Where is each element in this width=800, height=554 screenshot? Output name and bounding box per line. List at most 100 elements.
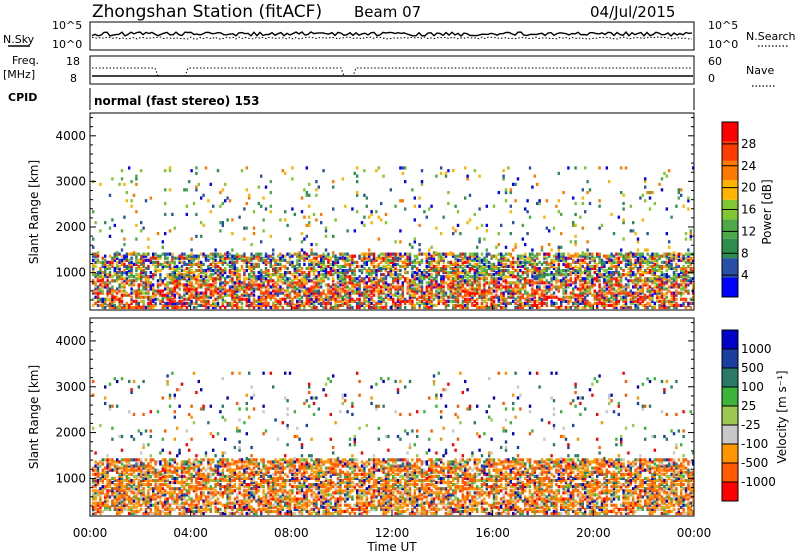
data-cell [653,305,656,310]
data-cell [536,275,539,279]
data-cell [485,223,488,228]
data-cell [276,277,280,281]
data-cell [636,287,640,291]
data-cell [492,268,496,273]
data-cell [627,258,630,262]
data-cell [142,262,145,266]
data-cell [358,279,361,283]
data-cell [488,297,491,301]
data-cell [372,266,376,271]
data-cell [377,301,380,305]
data-cell [284,266,287,271]
data-cell [646,271,649,275]
data-cell [495,281,498,285]
data-cell [644,281,647,285]
data-cell [444,264,448,269]
data-cell [636,283,640,287]
data-cell [113,256,116,260]
data-cell [207,199,210,203]
data-cell [380,295,383,299]
data-cell [92,509,95,514]
data-cell [248,299,251,303]
data-cell [627,256,630,260]
data-cell [96,254,100,258]
data-cell [591,285,594,289]
data-cell [166,252,169,256]
data-cell [447,273,450,277]
data-cell [260,305,263,310]
data-cell [377,268,380,273]
data-cell [240,287,244,291]
data-cell [651,289,654,293]
data-cell [468,287,472,291]
data-cell [579,275,582,279]
data-cell [639,289,642,293]
data-cell [344,204,347,208]
data-cell [521,277,524,281]
data-cell [111,291,114,295]
data-cell [128,252,131,256]
data-cell [634,275,637,279]
data-cell [180,268,184,273]
data-cell [497,266,500,271]
data-cell [310,287,313,291]
data-cell [219,281,222,285]
data-cell [137,289,140,293]
data-cell [200,285,203,289]
data-cell [279,279,282,283]
data-cell [140,266,143,271]
data-cell [639,273,642,277]
data-cell [526,268,529,273]
data-cell [411,273,414,277]
data-cell [106,507,109,511]
data-cell [176,277,179,281]
data-cell [368,301,371,305]
data-cell [346,305,349,310]
data-cell [413,240,416,244]
data-cell [159,279,162,283]
data-cell [653,201,656,206]
data-cell [557,266,560,271]
data-cell [310,262,313,266]
data-cell [680,266,683,271]
data-cell [540,281,544,285]
data-cell [288,277,292,281]
data-cell [406,262,409,266]
data-cell [209,277,212,281]
data-cell [663,293,666,297]
data-cell [600,287,604,291]
data-cell [444,268,448,273]
data-cell [656,277,659,281]
data-cell [279,256,282,260]
data-cell [377,281,380,285]
data-cell [245,277,248,281]
data-cell [300,248,304,252]
data-cell [380,289,383,293]
data-cell [430,266,433,271]
data-cell [120,483,124,487]
data-cell [483,289,486,293]
data-cell [356,305,359,310]
data-cell [473,289,476,293]
data-cell [384,305,388,310]
data-cell [536,262,539,266]
data-cell [656,254,659,258]
data-cell [461,277,464,281]
data-cell [572,260,575,264]
data-cell [483,291,486,295]
data-cell [389,275,392,279]
data-cell [312,289,316,293]
data-cell [416,287,419,291]
data-cell [598,258,601,262]
data-cell [368,268,371,273]
data-cell [120,509,124,514]
data-cell [260,268,263,273]
data-cell [509,275,512,279]
data-cell [423,277,426,281]
data-cell [262,258,265,262]
data-cell [684,289,688,293]
data-cell [236,281,239,285]
data-cell [264,279,268,283]
data-cell [605,299,608,303]
data-cell [456,281,460,285]
